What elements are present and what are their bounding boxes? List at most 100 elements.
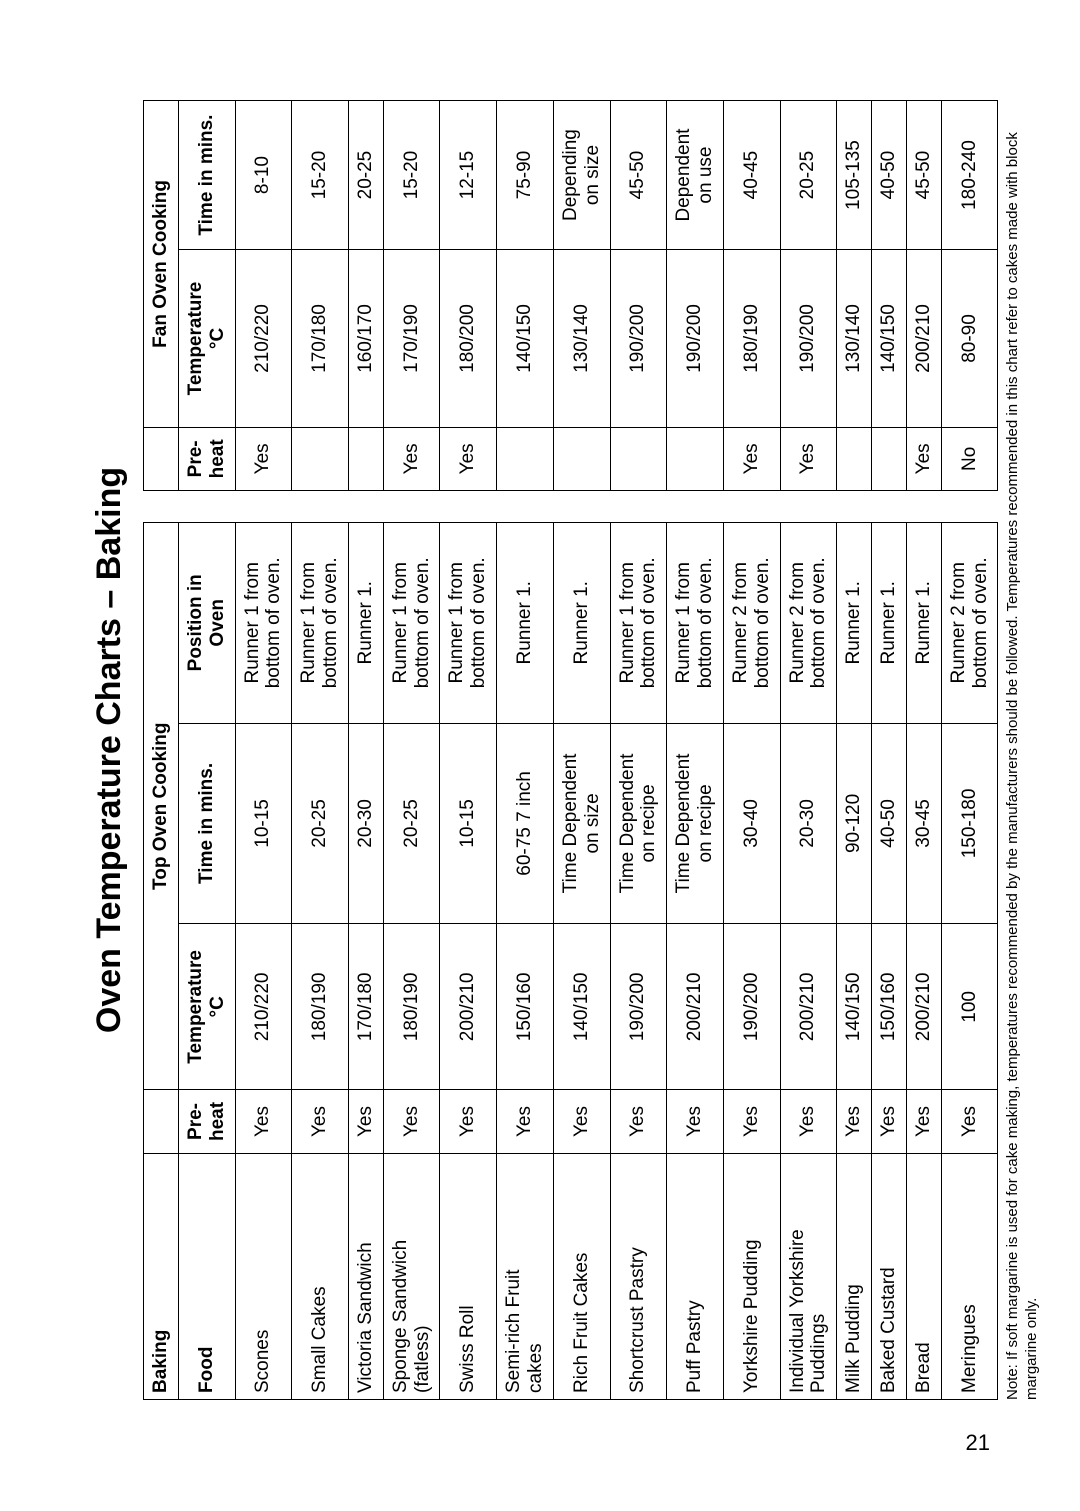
- row-gap: [383, 490, 440, 522]
- cell-preheat-top: Yes: [348, 1090, 383, 1153]
- cell-food: Meringues: [941, 1153, 998, 1399]
- group-top-oven: Top Oven Cooking: [144, 522, 179, 1090]
- cell-preheat-top: Yes: [383, 1090, 440, 1153]
- row-gap: [723, 490, 780, 522]
- cell-time-fan: 20-25: [780, 101, 837, 250]
- cell-food: Milk Pudding: [837, 1153, 872, 1399]
- cell-time-top: 90-120: [837, 723, 872, 924]
- cell-food: Bread: [906, 1153, 941, 1399]
- cell-preheat-top: Yes: [292, 1090, 349, 1153]
- cell-time-fan: 15-20: [292, 101, 349, 250]
- cell-preheat-top: Yes: [553, 1090, 610, 1153]
- cell-temp-fan: 200/210: [906, 250, 941, 428]
- cell-preheat-fan: [553, 427, 610, 490]
- cell-preheat-fan: [837, 427, 872, 490]
- table-row: Shortcrust PastryYes190/200Time Dependen…: [610, 101, 667, 1400]
- cell-time-top: 30-45: [906, 723, 941, 924]
- section-label: Baking: [144, 1153, 179, 1399]
- cell-food: Scones: [235, 1153, 292, 1399]
- cell-time-fan: 15-20: [383, 101, 440, 250]
- cell-preheat-top: Yes: [941, 1090, 998, 1153]
- header-columns-row: FoodPre-heatTemperature°CTime in mins.Po…: [178, 101, 235, 1400]
- row-gap: [553, 490, 610, 522]
- header-group-row: Baking Top Oven Cooking Fan Oven Cooking: [144, 101, 179, 1400]
- cell-temp-top: 140/150: [553, 924, 610, 1090]
- cell-temp-top: 200/210: [780, 924, 837, 1090]
- cell-preheat-fan: Yes: [906, 427, 941, 490]
- cell-temp-fan: 190/200: [667, 250, 724, 428]
- cell-preheat-top: Yes: [610, 1090, 667, 1153]
- cell-time-top: 20-25: [383, 723, 440, 924]
- cell-temp-top: 200/210: [906, 924, 941, 1090]
- cell-temp-fan: 140/150: [497, 250, 554, 428]
- cell-time-top: Time Dependenton size: [553, 723, 610, 924]
- page-number: 21: [966, 1430, 990, 1456]
- cell-preheat-fan: [348, 427, 383, 490]
- row-gap: [872, 490, 907, 522]
- col-food: Food: [178, 1153, 235, 1399]
- cell-preheat-top: Yes: [872, 1090, 907, 1153]
- cell-time-fan: 20-25: [348, 101, 383, 250]
- cell-time-top: Time Dependenton recipe: [610, 723, 667, 924]
- table-row: MeringuesYes100150-180Runner 2 frombotto…: [941, 101, 998, 1400]
- row-gap: [780, 490, 837, 522]
- cell-temp-top: 170/180: [348, 924, 383, 1090]
- cell-food: Shortcrust Pastry: [610, 1153, 667, 1399]
- cell-time-top: 40-50: [872, 723, 907, 924]
- cell-temp-top: 100: [941, 924, 998, 1090]
- table-body: SconesYes210/22010-15Runner 1 frombottom…: [235, 101, 998, 1400]
- cell-temp-top: 140/150: [837, 924, 872, 1090]
- cell-time-top: Time Dependenton recipe: [667, 723, 724, 924]
- table-row: Milk PuddingYes140/15090-120Runner 1. 130…: [837, 101, 872, 1400]
- row-gap: [497, 490, 554, 522]
- col-preheat-top: Pre-heat: [178, 1090, 235, 1153]
- cell-preheat-fan: Yes: [383, 427, 440, 490]
- cell-time-fan: 12-15: [440, 101, 497, 250]
- cell-temp-fan: 140/150: [872, 250, 907, 428]
- cell-preheat-fan: [497, 427, 554, 490]
- table-row: SconesYes210/22010-15Runner 1 frombottom…: [235, 101, 292, 1400]
- cell-temp-top: 200/210: [440, 924, 497, 1090]
- group-fan-oven: Fan Oven Cooking: [144, 101, 179, 428]
- table-row: Yorkshire PuddingYes190/20030-40Runner 2…: [723, 101, 780, 1400]
- cell-time-fan: 8-10: [235, 101, 292, 250]
- cell-preheat-fan: Yes: [440, 427, 497, 490]
- header-spacer: [144, 427, 179, 490]
- row-gap: [667, 490, 724, 522]
- cell-time-fan: 40-50: [872, 101, 907, 250]
- cell-temp-fan: 160/170: [348, 250, 383, 428]
- cell-preheat-fan: No: [941, 427, 998, 490]
- cell-preheat-top: Yes: [235, 1090, 292, 1153]
- row-gap: [906, 490, 941, 522]
- cell-preheat-fan: [667, 427, 724, 490]
- cell-preheat-top: Yes: [667, 1090, 724, 1153]
- cell-food: Swiss Roll: [440, 1153, 497, 1399]
- table-row: BreadYes200/21030-45Runner 1.Yes200/2104…: [906, 101, 941, 1400]
- row-gap: [348, 490, 383, 522]
- cell-time-top: 10-15: [235, 723, 292, 924]
- row-gap: [610, 490, 667, 522]
- cell-preheat-fan: Yes: [723, 427, 780, 490]
- cell-temp-fan: 130/140: [837, 250, 872, 428]
- row-gap: [941, 490, 998, 522]
- cell-time-top: 20-30: [348, 723, 383, 924]
- cell-preheat-fan: Yes: [235, 427, 292, 490]
- cell-position: Runner 1 frombottom of oven.: [440, 522, 497, 723]
- cell-position: Runner 1.: [553, 522, 610, 723]
- table-row: Swiss RollYes200/21010-15Runner 1 frombo…: [440, 101, 497, 1400]
- cell-temp-fan: 170/190: [383, 250, 440, 428]
- cell-time-fan: 180-240: [941, 101, 998, 250]
- cell-temp-fan: 170/180: [292, 250, 349, 428]
- cell-time-fan: 75-90: [497, 101, 554, 250]
- cell-position: Runner 1.: [837, 522, 872, 723]
- cell-time-top: 20-30: [780, 723, 837, 924]
- cell-food: Individual YorkshirePuddings: [780, 1153, 837, 1399]
- cell-temp-fan: 130/140: [553, 250, 610, 428]
- cell-food: Baked Custard: [872, 1153, 907, 1399]
- row-gap: [292, 490, 349, 522]
- table-row: Rich Fruit CakesYes140/150Time Dependent…: [553, 101, 610, 1400]
- cell-preheat-top: Yes: [837, 1090, 872, 1153]
- cell-temp-top: 190/200: [723, 924, 780, 1090]
- col-position: Position inOven: [178, 522, 235, 723]
- cell-position: Runner 1 frombottom of oven.: [383, 522, 440, 723]
